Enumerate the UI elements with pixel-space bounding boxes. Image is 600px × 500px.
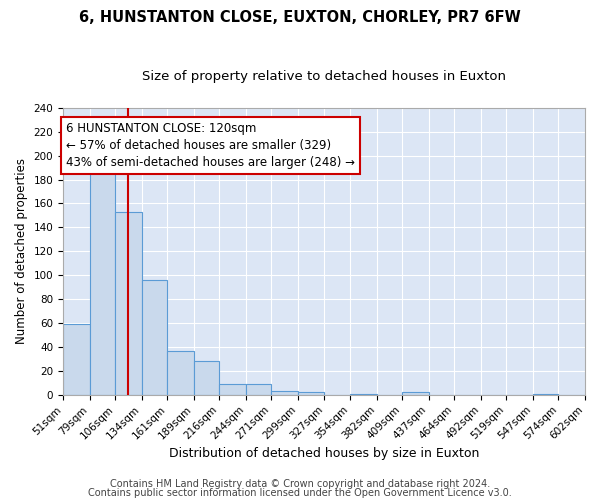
- Text: Contains public sector information licensed under the Open Government Licence v3: Contains public sector information licen…: [88, 488, 512, 498]
- Text: 6, HUNSTANTON CLOSE, EUXTON, CHORLEY, PR7 6FW: 6, HUNSTANTON CLOSE, EUXTON, CHORLEY, PR…: [79, 10, 521, 25]
- Bar: [89, 172, 115, 395]
- Bar: [350, 394, 377, 395]
- Text: Contains HM Land Registry data © Crown copyright and database right 2024.: Contains HM Land Registry data © Crown c…: [110, 479, 490, 489]
- Bar: [402, 392, 428, 395]
- Bar: [63, 324, 89, 395]
- Bar: [298, 392, 325, 395]
- Bar: [142, 280, 167, 395]
- Y-axis label: Number of detached properties: Number of detached properties: [15, 158, 28, 344]
- Bar: [220, 384, 246, 395]
- Bar: [246, 384, 271, 395]
- Bar: [533, 394, 559, 395]
- Bar: [167, 350, 194, 395]
- Bar: [271, 392, 298, 395]
- Bar: [194, 362, 220, 395]
- Bar: [115, 212, 142, 395]
- Text: 6 HUNSTANTON CLOSE: 120sqm
← 57% of detached houses are smaller (329)
43% of sem: 6 HUNSTANTON CLOSE: 120sqm ← 57% of deta…: [66, 122, 355, 169]
- Title: Size of property relative to detached houses in Euxton: Size of property relative to detached ho…: [142, 70, 506, 83]
- X-axis label: Distribution of detached houses by size in Euxton: Distribution of detached houses by size …: [169, 447, 479, 460]
